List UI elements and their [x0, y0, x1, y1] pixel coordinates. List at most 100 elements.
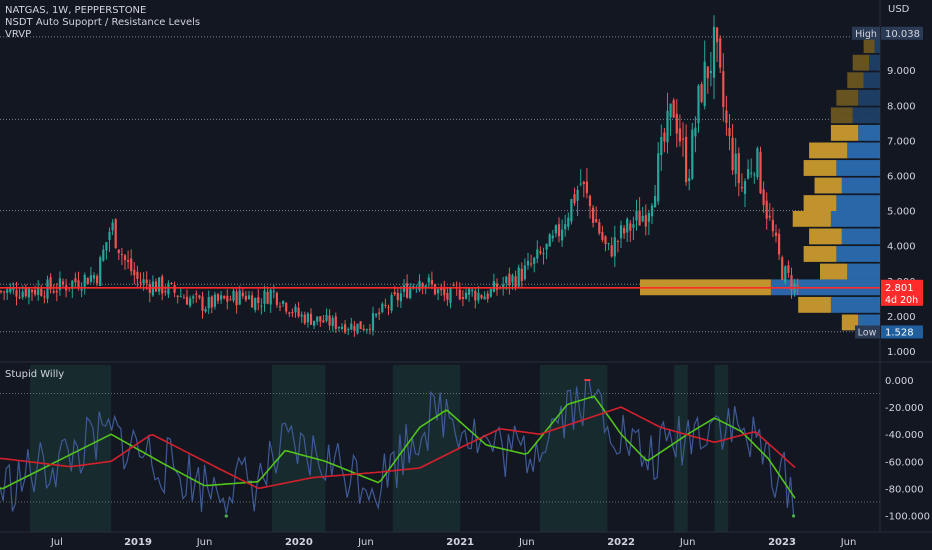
candle-body: [406, 283, 409, 298]
candle-body: [598, 222, 601, 234]
candle-body: [573, 194, 576, 204]
candle-body: [672, 100, 675, 118]
candle-body: [362, 328, 365, 331]
candle-body: [210, 296, 213, 308]
low-value-tag: [881, 325, 923, 339]
candle-body: [189, 298, 192, 306]
candle-body: [638, 210, 641, 226]
vrvp-bar-blue: [830, 210, 880, 227]
candle-body: [471, 289, 474, 292]
candle-body: [430, 279, 433, 285]
candle-body: [285, 303, 288, 312]
candle-body: [421, 283, 424, 289]
candle-body: [561, 229, 564, 241]
vrvp-bar-gold: [820, 263, 848, 280]
vrvp-bar-gold: [803, 195, 837, 212]
vrvp-bar-gold: [830, 107, 853, 124]
candle-body: [734, 153, 737, 174]
candle-body: [325, 314, 328, 321]
candle-body: [353, 325, 356, 331]
candle-body: [539, 251, 542, 254]
candle-body: [688, 178, 691, 182]
candle-body: [365, 329, 368, 331]
candle-body: [592, 207, 595, 223]
candle-body: [371, 313, 375, 331]
candle-body: [424, 285, 427, 289]
oversold-dot: [792, 514, 796, 518]
candle-body: [49, 277, 52, 290]
candle-body: [192, 296, 195, 299]
vrvp-bar-gold: [798, 296, 831, 313]
candle-body: [449, 287, 452, 303]
candle-body: [269, 289, 272, 305]
candle-body: [778, 233, 781, 255]
candle-body: [344, 324, 347, 333]
candle-body: [356, 323, 359, 334]
vrvp-bar-gold: [792, 210, 831, 227]
candle-body: [375, 313, 378, 316]
candle-body: [105, 242, 108, 251]
candle-body: [790, 275, 793, 290]
candle-body: [548, 234, 551, 247]
candle-body: [495, 283, 499, 290]
price-tick-label: 4.000: [887, 242, 916, 253]
candle-body: [89, 275, 92, 282]
time-tick-label: 2019: [124, 537, 152, 548]
candle-body: [551, 235, 554, 239]
vrvp-bar-blue: [836, 160, 880, 176]
indicator-vrvp-label[interactable]: VRVP: [5, 29, 32, 40]
oscillator-tick-label: -80.000: [885, 484, 924, 495]
candle-body: [418, 280, 421, 291]
candle-body: [669, 103, 672, 118]
vrvp-bar-gold: [809, 142, 848, 159]
candle-body: [731, 137, 734, 171]
time-tick-label: 2023: [768, 537, 796, 548]
candle-body: [399, 293, 402, 302]
time-tick-label: Jun: [840, 537, 857, 548]
candle-body: [114, 219, 117, 249]
candle-body: [282, 300, 285, 305]
oversold-dot: [224, 514, 228, 518]
candle-body: [675, 113, 678, 134]
price-tick-label: 2.000: [887, 312, 916, 323]
candle-body: [322, 320, 325, 323]
candle-body: [254, 298, 257, 311]
vrvp-bar-blue: [841, 177, 880, 194]
time-tick-label: Jun: [357, 537, 374, 548]
candle-body: [350, 323, 353, 330]
candle-body: [567, 217, 570, 227]
candle-body: [647, 213, 650, 222]
candle-body: [207, 296, 210, 309]
candle-body: [229, 299, 232, 301]
candle-body: [474, 290, 477, 301]
candle-body: [728, 127, 731, 137]
candle-body: [477, 292, 480, 301]
candle-body: [158, 277, 161, 292]
candle-body: [204, 308, 207, 312]
candle-body: [660, 137, 663, 156]
symbol-title[interactable]: NATGAS, 1W, PEPPERSTONE: [5, 5, 147, 16]
price-tick-label: 5.000: [887, 207, 916, 218]
candle-body: [179, 295, 182, 297]
candle-body: [437, 289, 440, 294]
candle-body: [576, 189, 579, 201]
last-price-tag: [881, 279, 923, 306]
vrvp-bar-blue: [830, 296, 880, 313]
high-value-tag: [881, 26, 923, 40]
candle-body: [585, 181, 588, 194]
candle-body: [319, 316, 322, 322]
bar-countdown-label: 4d 20h: [885, 295, 918, 306]
indicator-nsdt-label[interactable]: NSDT Auto Supoprt / Resistance Levels: [5, 17, 201, 28]
candle-body: [309, 313, 313, 325]
oscillator-title[interactable]: Stupid Willy: [5, 369, 65, 380]
candle-body: [517, 267, 520, 287]
overbought-mark: [584, 379, 588, 381]
candle-body: [154, 281, 158, 292]
vrvp-bar-blue: [841, 228, 880, 245]
candle-body: [164, 290, 167, 293]
candle-body: [201, 296, 204, 311]
candle-body: [536, 249, 539, 259]
candle-body: [297, 307, 300, 317]
candle-body: [313, 320, 316, 326]
oscillator-zone: [392, 365, 461, 532]
